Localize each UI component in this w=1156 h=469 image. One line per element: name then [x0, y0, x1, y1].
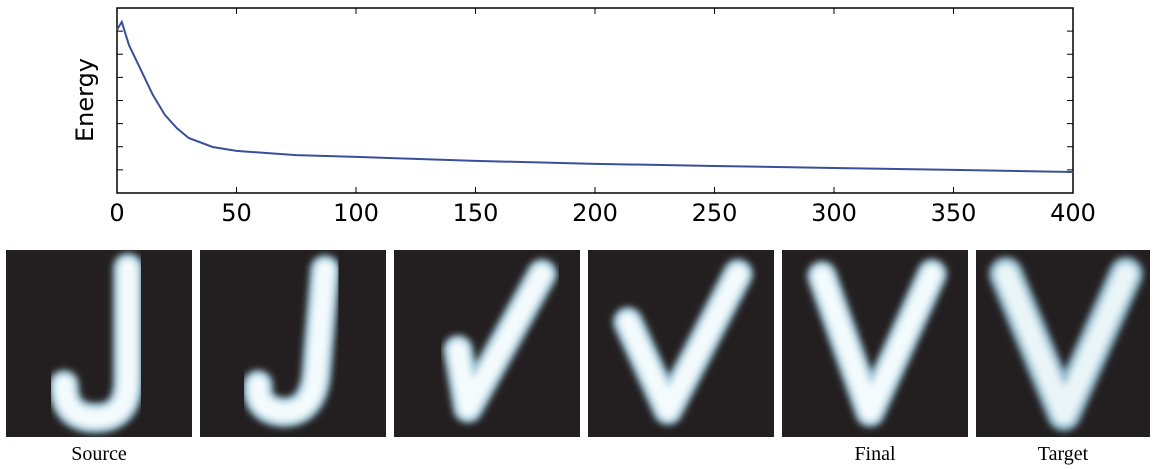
x-tick-label: 150 [453, 199, 499, 227]
panel [394, 250, 580, 437]
x-tick-label: 400 [1050, 199, 1096, 227]
x-tick-label: 0 [109, 199, 124, 227]
panel-label: Source [71, 443, 127, 465]
x-tick-label: 350 [931, 199, 977, 227]
image-panels [6, 250, 1150, 437]
x-tick-label: 100 [333, 199, 379, 227]
panel [6, 250, 192, 437]
x-tick-label: 50 [221, 199, 252, 227]
panel-label: Final [854, 443, 896, 465]
panel [976, 250, 1150, 437]
panel-label: Target [1038, 443, 1089, 465]
panel [782, 250, 968, 437]
panel [200, 250, 386, 437]
y-axis-label: Energy [71, 58, 99, 142]
panel [588, 250, 774, 437]
plot-frame [116, 7, 1074, 194]
x-tick-label: 250 [692, 199, 738, 227]
line [116, 19, 1074, 173]
x-tick-label: 200 [572, 199, 618, 227]
x-tick-label: 300 [811, 199, 857, 227]
